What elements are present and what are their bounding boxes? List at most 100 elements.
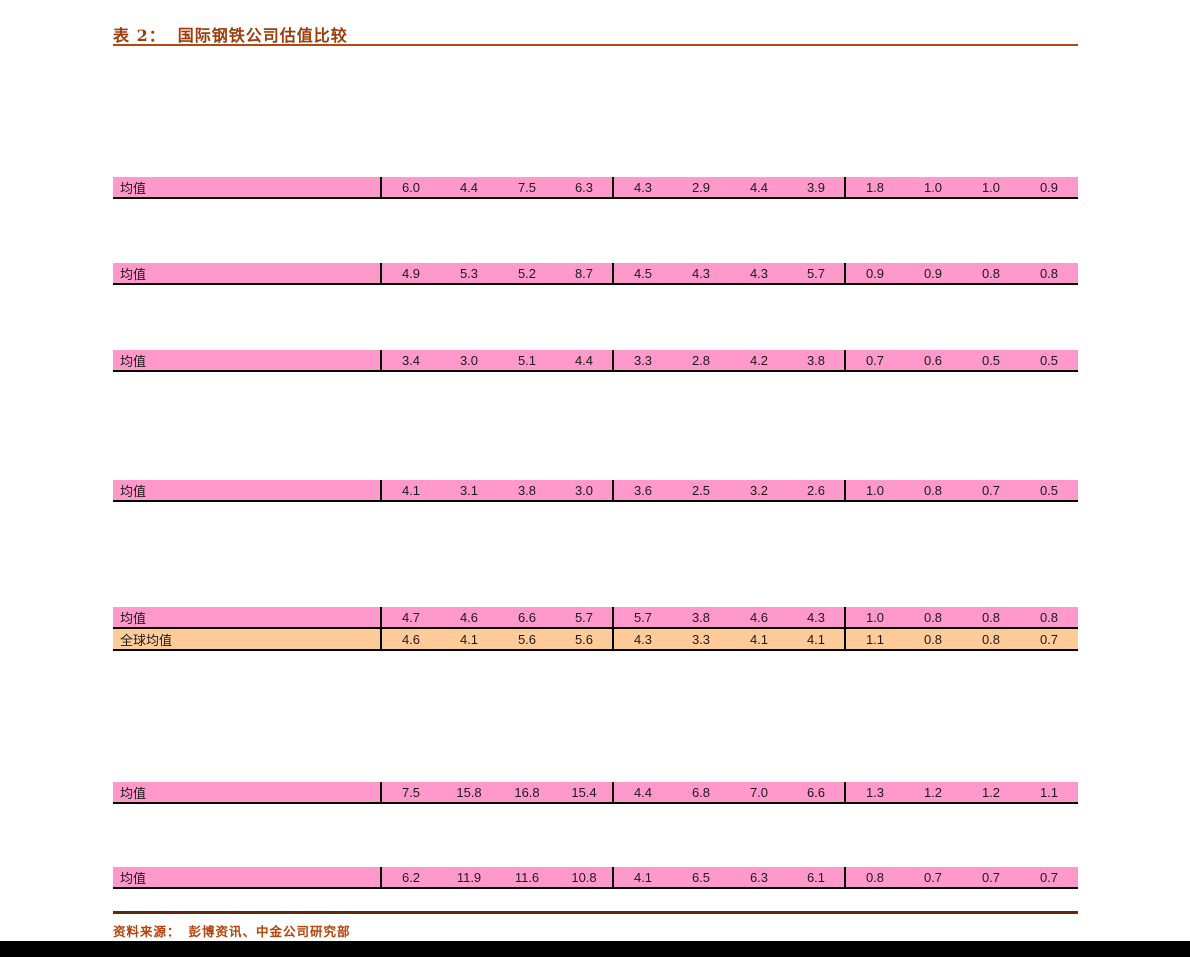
row-label: 均值 xyxy=(113,177,382,197)
table-row: 均值 6.0 4.4 7.5 6.3 4.3 2.9 4.4 3.9 1.8 1.0 1.0 0.9 xyxy=(113,177,1078,199)
value-cell: 0.8 xyxy=(923,609,943,625)
value-cell: 4.4 xyxy=(459,179,479,195)
value-cell: 0.8 xyxy=(1039,609,1059,625)
value-cell: 4.9 xyxy=(401,265,421,281)
value-cell: 0.8 xyxy=(981,609,1001,625)
value-cell: 16.8 xyxy=(514,784,540,800)
value-cell: 6.3 xyxy=(749,869,769,885)
value-cell: 4.3 xyxy=(691,265,711,281)
value-cell: 5.2 xyxy=(517,265,537,281)
value-cell: 3.1 xyxy=(459,482,479,498)
value-cell: 0.8 xyxy=(923,482,943,498)
value-cell: 3.2 xyxy=(749,482,769,498)
table-row: 均值 4.1 3.1 3.8 3.0 3.6 2.5 3.2 2.6 1.0 0.8 0.7 0.5 xyxy=(113,480,1078,502)
value-cell: 3.8 xyxy=(691,609,711,625)
value-cell: 0.8 xyxy=(981,631,1001,647)
value-cell: 0.7 xyxy=(981,869,1001,885)
value-cell: 6.6 xyxy=(517,609,537,625)
value-cell: 4.4 xyxy=(749,179,769,195)
value-cell: 6.5 xyxy=(691,869,711,885)
value-cell: 2.5 xyxy=(691,482,711,498)
value-cell: 2.8 xyxy=(691,352,711,368)
table-row: 均值 4.9 5.3 5.2 8.7 4.5 4.3 4.3 5.7 0.9 0.9 0.8 0.8 xyxy=(113,263,1078,285)
value-cell: 0.5 xyxy=(1039,482,1059,498)
table-row: 均值 6.2 11.9 11.6 10.8 4.1 6.5 6.3 6.1 0.8 0.7 0.7 0… xyxy=(113,867,1078,889)
value-cell: 5.7 xyxy=(556,607,614,627)
value-cell: 1.0 xyxy=(981,179,1001,195)
value-cell: 4.3 xyxy=(633,179,653,195)
value-cell: 0.7 xyxy=(1039,631,1059,647)
value-cell: 6.1 xyxy=(788,867,846,887)
value-cell: 1.2 xyxy=(981,784,1001,800)
value-cell: 3.0 xyxy=(556,480,614,500)
value-cell: 6.3 xyxy=(556,177,614,197)
value-cell: 8.7 xyxy=(556,263,614,283)
row-label: 均值 xyxy=(113,350,382,370)
value-cell: 0.9 xyxy=(865,265,885,281)
value-cell: 15.4 xyxy=(556,782,614,802)
value-cell: 3.4 xyxy=(401,352,421,368)
value-cell: 6.6 xyxy=(788,782,846,802)
row-label: 均值 xyxy=(113,867,382,887)
table-row: 均值 4.7 4.6 6.6 5.7 5.7 3.8 4.6 4.3 1.0 0.8 0.8 0.8 xyxy=(113,607,1078,629)
value-cell: 5.1 xyxy=(517,352,537,368)
row-label: 均值 xyxy=(113,480,382,500)
value-cell: 4.6 xyxy=(459,609,479,625)
source-text: 彭博资讯、中金公司研究部 xyxy=(188,924,351,939)
footer-divider xyxy=(113,911,1078,914)
table-row: 全球均值 4.6 4.1 5.6 5.6 4.3 3.3 4.1 4.1 1.1 0.8 0.8 0.… xyxy=(113,629,1078,651)
value-cell: 5.6 xyxy=(556,629,614,649)
value-cell: 1.3 xyxy=(865,784,885,800)
value-cell: 4.1 xyxy=(459,631,479,647)
value-cell: 3.3 xyxy=(691,631,711,647)
value-cell: 0.5 xyxy=(1039,352,1059,368)
value-cell: 6.2 xyxy=(401,869,421,885)
source-label: 资料来源： xyxy=(113,924,181,939)
bottom-bar xyxy=(0,941,1190,957)
value-cell: 4.6 xyxy=(401,631,421,647)
value-cell: 5.7 xyxy=(633,609,653,625)
value-cell: 3.0 xyxy=(459,352,479,368)
table-title: 表 2： 国际钢铁公司估值比较 xyxy=(113,22,348,46)
source-note: 资料来源： 彭博资讯、中金公司研究部 xyxy=(113,921,351,940)
value-cell: 0.7 xyxy=(981,482,1001,498)
value-cell: 0.8 xyxy=(1039,265,1059,281)
value-cell: 1.2 xyxy=(923,784,943,800)
value-cell: 4.6 xyxy=(749,609,769,625)
value-cell: 4.1 xyxy=(633,869,653,885)
table-title-text: 国际钢铁公司估值比较 xyxy=(177,26,348,45)
value-cell: 4.1 xyxy=(401,482,421,498)
value-cell: 0.9 xyxy=(923,265,943,281)
value-cell: 6.8 xyxy=(691,784,711,800)
table-row: 均值 7.5 15.8 16.8 15.4 4.4 6.8 7.0 6.6 1.3 1.2 1.2 1… xyxy=(113,782,1078,804)
value-cell: 7.5 xyxy=(517,179,537,195)
value-cell: 3.6 xyxy=(633,482,653,498)
value-cell: 1.1 xyxy=(865,631,885,647)
value-cell: 7.0 xyxy=(749,784,769,800)
title-divider xyxy=(113,44,1078,46)
value-cell: 5.3 xyxy=(459,265,479,281)
value-cell: 0.7 xyxy=(1039,869,1059,885)
value-cell: 4.3 xyxy=(633,631,653,647)
value-cell: 5.7 xyxy=(788,263,846,283)
value-cell: 10.8 xyxy=(556,867,614,887)
value-cell: 15.8 xyxy=(456,784,482,800)
value-cell: 5.6 xyxy=(517,631,537,647)
value-cell: 1.1 xyxy=(1039,784,1059,800)
value-cell: 1.0 xyxy=(865,609,885,625)
value-cell: 1.0 xyxy=(865,482,885,498)
value-cell: 4.1 xyxy=(788,629,846,649)
value-cell: 0.8 xyxy=(923,631,943,647)
value-cell: 4.4 xyxy=(633,784,653,800)
value-cell: 4.4 xyxy=(556,350,614,370)
value-cell: 7.5 xyxy=(401,784,421,800)
value-cell: 6.0 xyxy=(401,179,421,195)
value-cell: 3.9 xyxy=(788,177,846,197)
table-row: 均值 3.4 3.0 5.1 4.4 3.3 2.8 4.2 3.8 0.7 0.6 0.5 0.5 xyxy=(113,350,1078,372)
value-cell: 1.0 xyxy=(923,179,943,195)
row-label: 均值 xyxy=(113,607,382,627)
value-cell: 4.7 xyxy=(401,609,421,625)
value-cell: 0.9 xyxy=(1039,179,1059,195)
value-cell: 3.8 xyxy=(788,350,846,370)
